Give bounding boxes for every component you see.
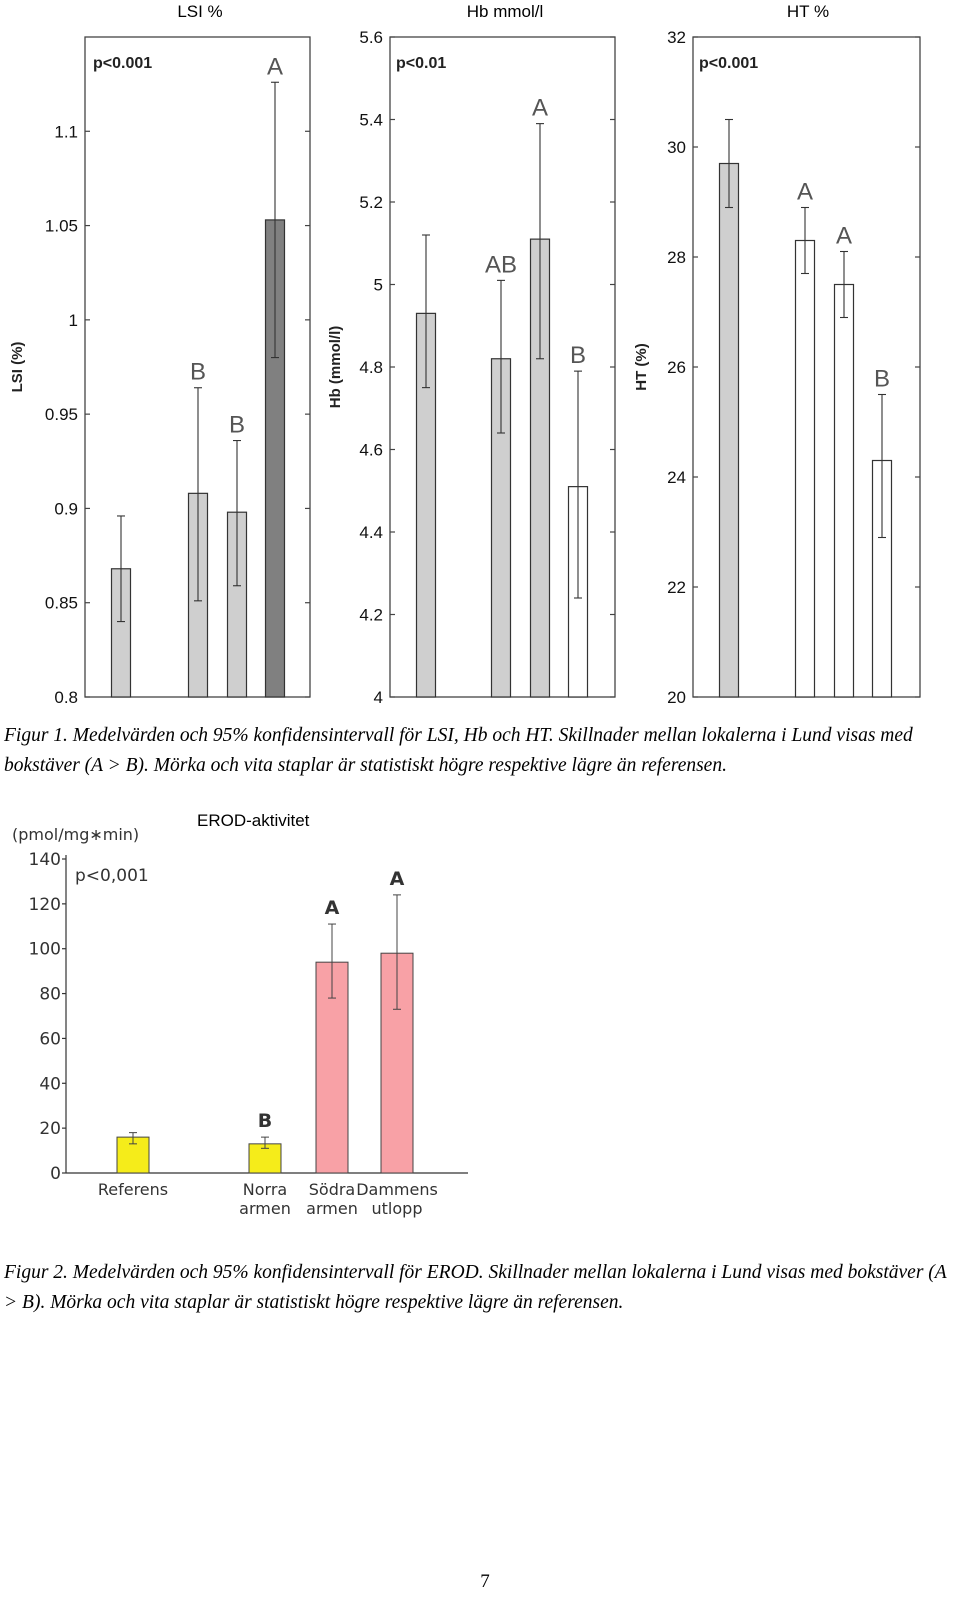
ht-significance-letter: B xyxy=(874,366,890,393)
lsi-y-tick-label: 0.85 xyxy=(45,594,78,613)
lsi-significance-letter: B xyxy=(229,412,245,439)
hb-y-tick-label: 5.2 xyxy=(359,193,383,212)
erod-y-tick-label: 60 xyxy=(39,1029,61,1049)
ht-significance-letter: A xyxy=(836,223,852,250)
hb-y-tick-label: 4 xyxy=(374,688,383,707)
figure-1-caption: Figur 1. Medelvärden och 95% konfidensin… xyxy=(4,725,913,776)
lsi-p-value: p<0.001 xyxy=(93,55,152,72)
erod-category-label: utlopp xyxy=(372,1199,423,1218)
ht-y-tick-label: 32 xyxy=(667,28,686,47)
erod-p-value: p<0,001 xyxy=(75,866,149,886)
ht-y-tick-label: 26 xyxy=(667,358,686,377)
hb-y-tick-label: 4.4 xyxy=(359,523,383,542)
lsi-y-tick-label: 0.95 xyxy=(45,405,78,424)
hb-chart-title: Hb mmol/l xyxy=(466,2,544,21)
erod-y-tick-label: 0 xyxy=(50,1164,61,1184)
hb-p-value: p<0.01 xyxy=(396,55,446,72)
lsi-y-tick-label: 1.1 xyxy=(54,122,78,141)
erod-category-label: armen xyxy=(239,1199,291,1218)
erod-category-label: Norra xyxy=(243,1180,287,1199)
ht-chart-title: HT % xyxy=(786,2,830,21)
erod-category-label: armen xyxy=(306,1199,358,1218)
erod-category-label: Referens xyxy=(98,1180,168,1199)
hb-y-tick-label: 5.4 xyxy=(359,111,383,130)
ht-y-tick-label: 30 xyxy=(667,138,686,157)
erod-y-tick-label: 40 xyxy=(39,1074,61,1094)
lsi-y-tick-label: 1 xyxy=(69,311,78,330)
lsi-y-tick-label: 0.9 xyxy=(54,499,78,518)
hb-significance-letter: A xyxy=(532,95,548,122)
ht-significance-letter: A xyxy=(797,179,813,206)
ht-y-tick-label: 20 xyxy=(667,688,686,707)
erod-y-tick-label: 80 xyxy=(39,985,61,1005)
hb-significance-letter: B xyxy=(570,342,586,369)
lsi-y-tick-label: 1.05 xyxy=(45,217,78,236)
erod-y-tick-label: 140 xyxy=(29,850,61,870)
erod-significance-letter: A xyxy=(325,897,340,919)
lsi-chart-title: LSI % xyxy=(177,2,223,21)
hb-y-tick-label: 5.6 xyxy=(359,28,383,47)
erod-significance-letter: A xyxy=(390,868,405,890)
lsi-significance-letter: B xyxy=(190,359,206,386)
erod-y-tick-label: 120 xyxy=(29,895,61,915)
hb-significance-letter: AB xyxy=(485,251,517,278)
erod-category-label: Södra xyxy=(309,1180,355,1199)
ht-y-tick-label: 22 xyxy=(667,578,686,597)
ht-p-value: p<0.001 xyxy=(699,55,758,72)
lsi-y-axis-label: LSI (%) xyxy=(9,342,26,393)
page-number: 7 xyxy=(480,1571,490,1592)
erod-y-axis-label: (pmol/mg∗min) xyxy=(12,825,139,844)
figure-2-caption: Figur 2. Medelvärden och 95% konfidensin… xyxy=(4,1262,947,1313)
hb-y-tick-label: 4.6 xyxy=(359,441,383,460)
ht-y-axis-label: HT (%) xyxy=(633,343,650,391)
hb-y-tick-label: 4.2 xyxy=(359,606,383,625)
hb-y-tick-label: 4.8 xyxy=(359,358,383,377)
erod-significance-letter: B xyxy=(258,1110,272,1132)
ht-y-tick-label: 28 xyxy=(667,248,686,267)
lsi-y-tick-label: 0.8 xyxy=(54,688,78,707)
erod-y-tick-label: 20 xyxy=(39,1119,61,1139)
erod-category-label: Dammens xyxy=(356,1180,438,1199)
hb-y-axis-label: Hb (mmol/l) xyxy=(327,326,344,409)
erod-y-tick-label: 100 xyxy=(29,940,61,960)
hb-y-tick-label: 5 xyxy=(374,276,383,295)
ht-y-tick-label: 24 xyxy=(667,468,686,487)
erod-chart-title: EROD-aktivitet xyxy=(197,811,310,830)
figure-2-chart: 0 20 40 60 80 100 120 140 (pmol/mg∗min) p<0,001 Re… xyxy=(12,825,468,1218)
lsi-significance-letter: A xyxy=(267,53,283,80)
